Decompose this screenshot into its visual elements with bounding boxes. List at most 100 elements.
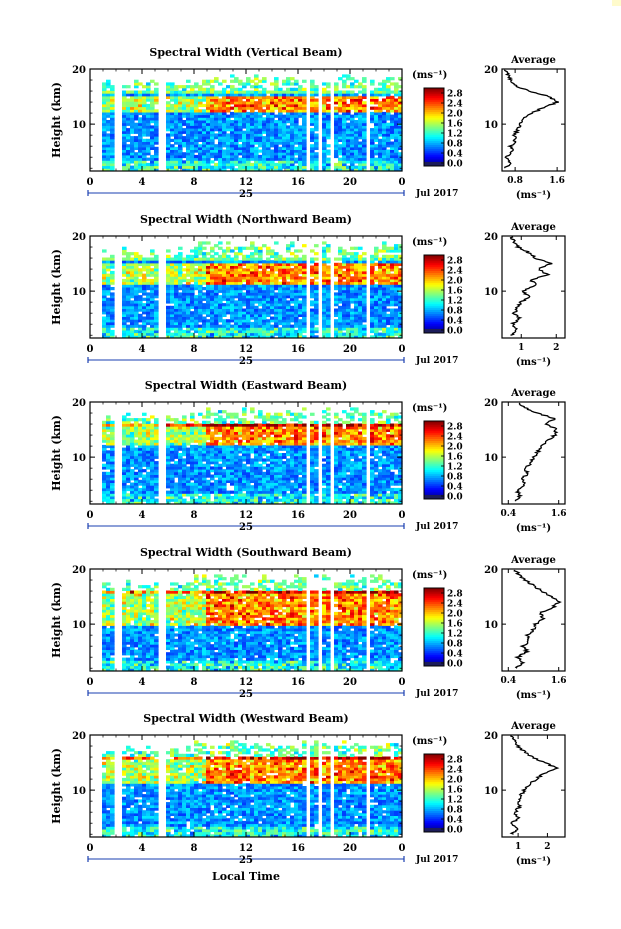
heatmap-cell xyxy=(130,136,135,139)
heatmap-cell xyxy=(286,125,291,128)
heatmap-cell xyxy=(334,258,339,261)
heatmap-cell xyxy=(266,258,271,261)
heatmap-cell xyxy=(326,244,331,247)
heatmap-cell xyxy=(106,450,111,453)
heatmap-cell xyxy=(282,80,287,83)
heatmap-cell xyxy=(254,247,259,250)
heatmap-cell xyxy=(150,249,155,252)
heatmap-cell xyxy=(222,150,227,153)
heatmap-cell xyxy=(202,104,207,107)
heatmap-cell xyxy=(126,128,131,131)
heatmap-cell xyxy=(214,91,219,94)
profile-x-tick-label: 1.6 xyxy=(549,176,565,186)
heatmap-cell xyxy=(242,309,247,312)
heatmap-cell xyxy=(134,136,139,139)
profile-line xyxy=(511,237,553,335)
heatmap-cell xyxy=(134,252,139,255)
heatmap-cell xyxy=(246,255,251,258)
heatmap-cell xyxy=(218,99,223,102)
heatmap-cell xyxy=(230,249,235,252)
heatmap-cell xyxy=(262,77,267,80)
heatmap-cell xyxy=(378,88,383,91)
heatmap-cell xyxy=(390,82,395,85)
heatmap-cell xyxy=(374,144,379,147)
heatmap-cell xyxy=(290,77,295,80)
heatmap-cell xyxy=(126,418,131,421)
heatmap-cell xyxy=(190,311,195,314)
heatmap-cell xyxy=(150,155,155,158)
heatmap-cell xyxy=(206,88,211,91)
heatmap-cell xyxy=(314,133,319,136)
profile-x-tick-label: 1 xyxy=(518,343,524,353)
heatmap-cell xyxy=(262,244,267,247)
heatmap-cell xyxy=(138,325,143,328)
heatmap-cell xyxy=(274,252,279,255)
heatmap-cell xyxy=(350,309,355,312)
heatmap-cell xyxy=(250,252,255,255)
heatmap-cell xyxy=(294,255,299,258)
heatmap-cell xyxy=(238,80,243,83)
heatmap-cell xyxy=(190,255,195,258)
heatmap-cell xyxy=(274,292,279,295)
heatmap-cell xyxy=(390,77,395,80)
heatmap-cell xyxy=(294,147,299,150)
heatmap-cell xyxy=(270,91,275,94)
heatmap-cell xyxy=(142,475,147,478)
heatmap-cell xyxy=(238,158,243,161)
heatmap-cell xyxy=(374,263,379,266)
heatmap-cell xyxy=(186,80,191,83)
colorbar-tick-label: 1.6 xyxy=(447,287,463,297)
heatmap-cell xyxy=(154,255,159,258)
heatmap-cell xyxy=(254,306,259,309)
profile-x-label: (ms⁻¹) xyxy=(516,190,551,201)
heatmap-cell xyxy=(342,271,347,274)
heatmap-cell xyxy=(246,91,251,94)
heatmap-cell xyxy=(106,258,111,261)
heatmap-cell xyxy=(194,247,199,250)
heatmap-cell xyxy=(146,139,151,142)
heatmap-cell xyxy=(314,85,319,88)
heatmap-cell xyxy=(346,91,351,94)
colorbar-tick-label: 2.4 xyxy=(447,100,463,110)
heatmap-cell xyxy=(326,82,331,85)
heatmap-cell xyxy=(230,120,235,123)
heatmap-cell xyxy=(130,258,135,261)
heatmap-cell xyxy=(378,258,383,261)
heatmap-cell xyxy=(362,325,367,328)
heatmap-cell xyxy=(154,499,159,502)
heatmap-cell xyxy=(210,247,215,250)
heatmap-cell xyxy=(394,309,399,312)
heatmap-cell xyxy=(262,136,267,139)
heatmap-cell xyxy=(170,82,175,85)
heatmap-cell xyxy=(230,85,235,88)
heatmap-cell xyxy=(194,91,199,94)
heatmap-cell xyxy=(258,247,263,250)
heatmap-cell xyxy=(194,268,199,271)
heatmap-cell xyxy=(102,82,107,85)
heatmap-cell xyxy=(266,271,271,274)
heatmap-cell xyxy=(182,268,187,271)
heatmap-cell xyxy=(174,461,179,464)
heatmap-cell xyxy=(286,282,291,285)
heatmap-cell xyxy=(138,268,143,271)
heatmap-cell xyxy=(170,333,175,336)
heatmap-cell xyxy=(170,464,175,467)
heatmap-cell xyxy=(310,258,315,261)
colorbar-unit: (ms⁻¹) xyxy=(412,237,447,248)
heatmap-cell xyxy=(290,82,295,85)
heatmap-cell xyxy=(166,101,171,104)
heatmap-cell xyxy=(238,260,243,263)
colorbar-tick-label: 2.8 xyxy=(447,90,463,100)
heatmap-cell xyxy=(358,142,363,145)
date-label: Jul 2017 xyxy=(415,189,458,199)
heatmap-cell xyxy=(282,115,287,118)
average-profile: Average20100.8 1.6(ms⁻¹) xyxy=(484,55,565,201)
heatmap-cell xyxy=(282,91,287,94)
heatmap-cell xyxy=(254,101,259,104)
heatmap-cell xyxy=(294,158,299,161)
heatmap-cell xyxy=(242,247,247,250)
colorbar-tick-label: 0.4 xyxy=(447,150,463,160)
heatmap-cell xyxy=(242,101,247,104)
heatmap-cell xyxy=(110,330,115,333)
heatmap-cell xyxy=(142,274,147,277)
